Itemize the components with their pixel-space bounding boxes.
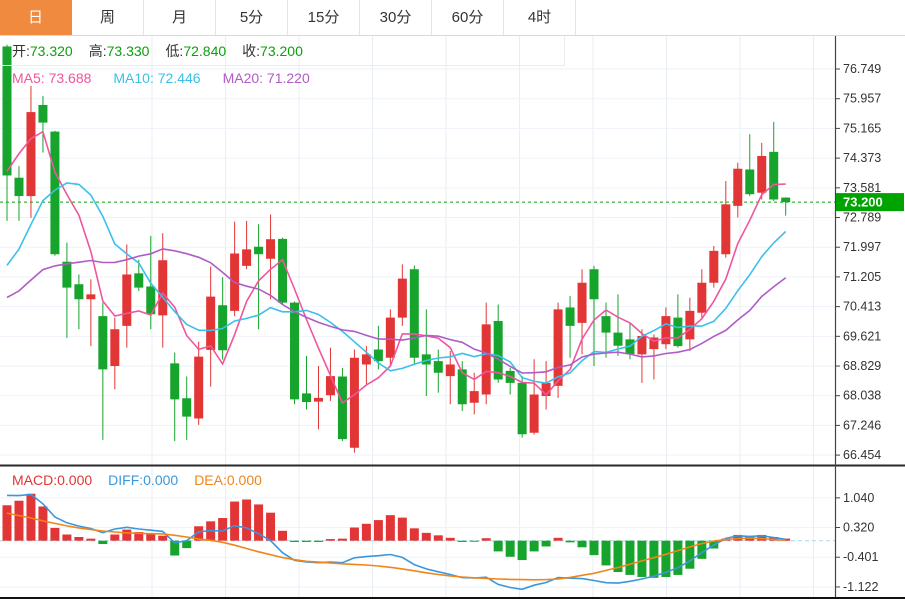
- axis-label: 72.789: [843, 211, 881, 225]
- svg-text:73.200: 73.200: [843, 195, 883, 210]
- axis-label: -1.122: [843, 580, 878, 594]
- dea-line: [6, 512, 786, 581]
- ma20-line: [6, 248, 787, 374]
- open-label: 开:: [12, 43, 30, 59]
- tab-week[interactable]: 周: [72, 0, 144, 35]
- axis-label: 75.957: [843, 92, 881, 106]
- tab-60min[interactable]: 60分: [432, 0, 504, 35]
- ma-legend: MA5: 73.688 MA10: 72.446 MA20: 71.220: [0, 66, 332, 90]
- axis-label: 76.749: [843, 62, 881, 76]
- axis-label: 68.829: [843, 359, 881, 373]
- ma10-value: MA10: 72.446: [113, 70, 201, 86]
- ma5-line: [6, 130, 786, 405]
- axis-label: -0.401: [843, 550, 878, 564]
- low-value: 72.840: [183, 43, 227, 59]
- tab-30min[interactable]: 30分: [360, 0, 432, 35]
- axis-label: 70.413: [843, 300, 881, 314]
- timeframe-tabbar: 日周月 5分 15分 30分 60分 4时: [0, 0, 905, 36]
- axis-label: 69.621: [843, 329, 881, 343]
- last-price-marker: [836, 193, 904, 212]
- ohlc-legend: 开:73.320 高:73.330 低:72.840 收:73.200: [0, 36, 565, 66]
- open-value: 73.320: [29, 43, 73, 59]
- diff-line: [6, 493, 786, 591]
- ma20-value: MA20: 71.220: [222, 70, 310, 86]
- tab-15min[interactable]: 15分: [288, 0, 360, 35]
- close-value: 73.200: [260, 43, 303, 59]
- macd-value: MACD:0.000: [12, 472, 93, 488]
- axis-label: 67.246: [843, 418, 881, 432]
- tab-month[interactable]: 月: [144, 0, 216, 35]
- axis-label: 0.320: [843, 521, 874, 535]
- axis-label: 74.373: [843, 151, 881, 165]
- tab-4hour[interactable]: 4时: [504, 0, 576, 35]
- close-label: 收:: [242, 43, 261, 59]
- macd-legend: MACD:0.000 DIFF:0.000 DEA:0.000: [0, 470, 278, 490]
- axis-label: 1.040: [843, 491, 874, 505]
- axis-label: 68.038: [843, 389, 881, 403]
- tab-5min[interactable]: 5分: [216, 0, 288, 35]
- high-label: 高:: [88, 43, 107, 59]
- ma5-value: MA5: 73.688: [12, 70, 92, 86]
- ma10-line: [6, 182, 787, 384]
- axis-label: 75.165: [843, 121, 881, 135]
- axis-label: 71.997: [843, 240, 881, 254]
- axis-label: 71.205: [843, 270, 881, 284]
- tab-day[interactable]: 日: [0, 0, 72, 35]
- dea-value: DEA:0.000: [194, 472, 262, 488]
- axis-label: 66.454: [843, 448, 881, 462]
- high-value: 73.330: [106, 43, 150, 59]
- low-label: 低:: [165, 43, 184, 59]
- axis-label: 73.581: [843, 181, 881, 195]
- candles: [2, 44, 791, 453]
- diff-value: DIFF:0.000: [108, 472, 179, 488]
